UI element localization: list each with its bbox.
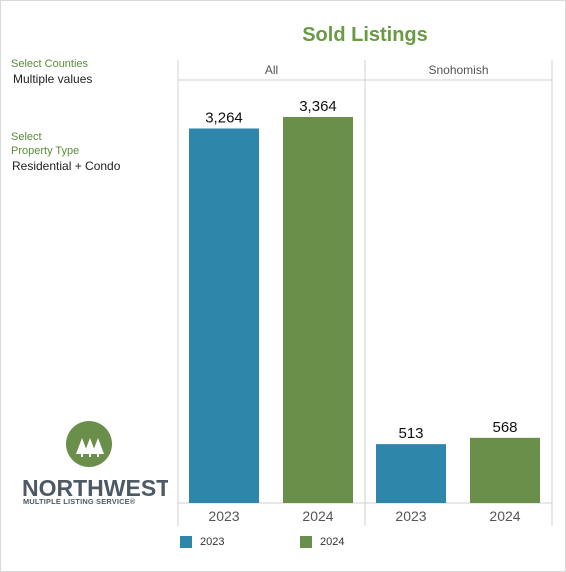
legend-label-2024: 2024 [320, 536, 345, 548]
property-filter-label-line2: Property Type [11, 145, 80, 157]
panel-header-all: All [265, 63, 278, 77]
counties-filter-value[interactable]: Multiple values [13, 72, 93, 86]
legend-label-2023: 2023 [200, 536, 225, 548]
data-label-all-2024: 3,364 [299, 98, 337, 115]
property-filter-label-line1: Select [11, 131, 42, 143]
x-tick-snohomish-2023: 2023 [395, 508, 426, 524]
nwmls-logo: NORTHWEST MULTIPLE LISTING SERVICE® [18, 420, 170, 510]
chart-title: Sold Listings [302, 24, 428, 46]
logo-text-line1: NORTHWEST [22, 475, 168, 501]
data-label-snohomish-2023: 513 [398, 425, 423, 442]
bar-all-2024 [283, 117, 353, 503]
property-filter-value[interactable]: Residential + Condo [12, 159, 121, 173]
bar-snohomish-2024 [470, 437, 540, 503]
logo-trees-icon [76, 438, 104, 457]
bar-all-2023 [189, 128, 259, 504]
logo-text-line2: MULTIPLE LISTING SERVICE® [23, 497, 136, 506]
bar-snohomish-2023 [376, 444, 446, 503]
legend-swatch-2024 [300, 536, 312, 548]
x-tick-all-2024: 2024 [302, 508, 333, 524]
counties-filter-label: Select Counties [11, 58, 89, 70]
data-label-all-2023: 3,264 [205, 109, 243, 126]
data-label-snohomish-2024: 568 [492, 419, 517, 436]
legend-swatch-2023 [180, 536, 192, 548]
panel-header-snohomish: Snohomish [428, 63, 488, 77]
x-tick-snohomish-2024: 2024 [489, 508, 520, 524]
x-tick-all-2023: 2023 [208, 508, 239, 524]
